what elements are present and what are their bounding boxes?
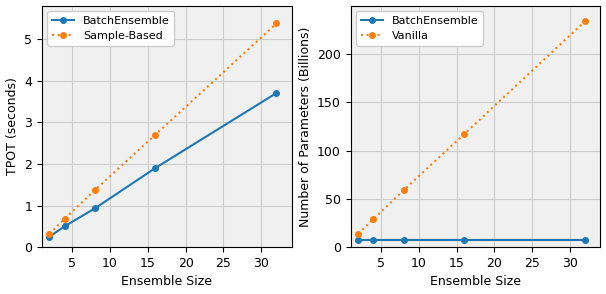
Sample-Based: [91, 188, 98, 192]
BatchEnsemble: [582, 239, 589, 242]
BatchEnsemble: [461, 239, 468, 242]
BatchEnsemble: [152, 166, 159, 170]
Line: BatchEnsemble: BatchEnsemble: [47, 90, 279, 240]
Legend: BatchEnsemble, Sample-Based: BatchEnsemble, Sample-Based: [47, 11, 174, 46]
Vanilla: [582, 19, 589, 23]
BatchEnsemble: [61, 225, 68, 228]
Vanilla: [461, 132, 468, 136]
Line: Vanilla: Vanilla: [356, 18, 588, 236]
BatchEnsemble: [273, 91, 280, 95]
Line: BatchEnsemble: BatchEnsemble: [356, 238, 588, 243]
BatchEnsemble: [91, 207, 98, 210]
Vanilla: [400, 188, 407, 192]
BatchEnsemble: [46, 235, 53, 238]
Y-axis label: Number of Parameters (Billions): Number of Parameters (Billions): [299, 26, 311, 227]
BatchEnsemble: [355, 239, 362, 242]
Legend: BatchEnsemble, Vanilla: BatchEnsemble, Vanilla: [356, 11, 483, 46]
Sample-Based: [152, 133, 159, 136]
X-axis label: Ensemble Size: Ensemble Size: [121, 275, 212, 288]
Sample-Based: [46, 232, 53, 235]
BatchEnsemble: [400, 239, 407, 242]
Sample-Based: [273, 22, 280, 25]
Line: Sample-Based: Sample-Based: [47, 21, 279, 237]
X-axis label: Ensemble Size: Ensemble Size: [430, 275, 521, 288]
Sample-Based: [61, 217, 68, 220]
Vanilla: [370, 217, 377, 221]
BatchEnsemble: [370, 239, 377, 242]
Y-axis label: TPOT (seconds): TPOT (seconds): [5, 77, 19, 175]
Vanilla: [355, 232, 362, 235]
